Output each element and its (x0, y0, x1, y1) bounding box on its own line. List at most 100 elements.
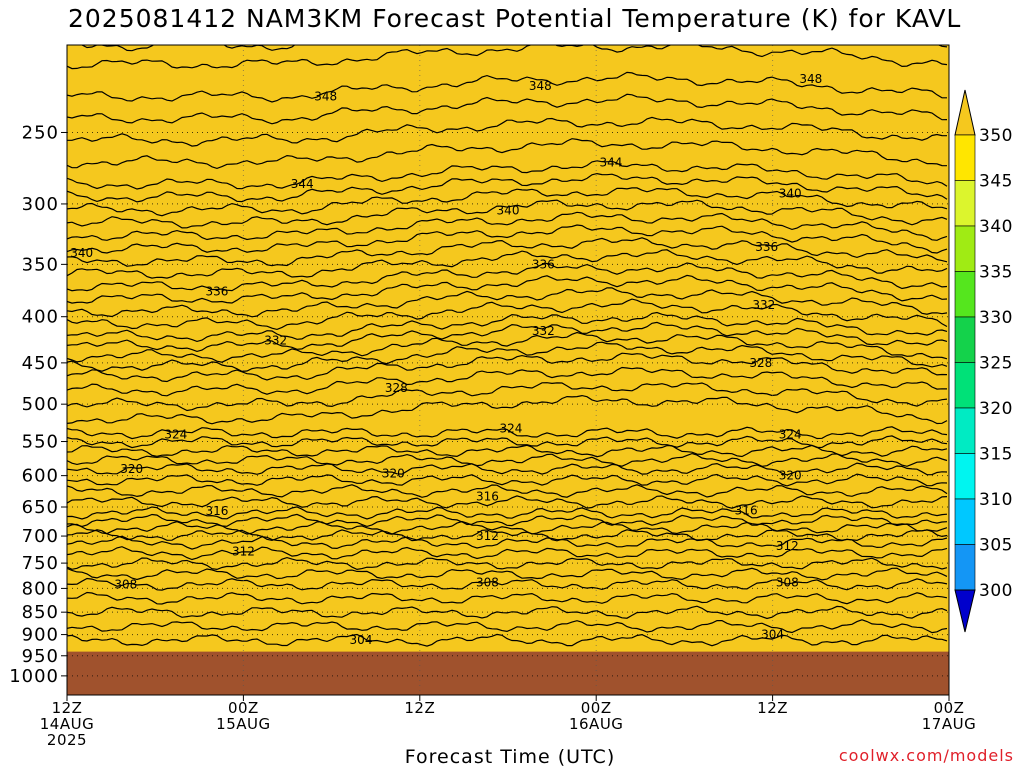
colorbar-label: 335 (979, 263, 1013, 283)
x-tick-label: 16AUG (569, 715, 623, 733)
credit-link[interactable]: coolwx.com/models (838, 746, 1014, 765)
y-tick-label: 800 (22, 578, 59, 599)
colorbar-label: 305 (979, 536, 1013, 556)
contour-label: 308 (114, 577, 137, 591)
contour-line (67, 567, 948, 581)
contour-line (67, 506, 948, 520)
contour-line (67, 311, 948, 343)
contour-line (67, 211, 948, 241)
y-tick-label: 750 (22, 553, 59, 574)
contour-label: 340 (70, 246, 93, 260)
colorbar-top-arrow (954, 89, 976, 136)
grid-lines (67, 45, 949, 695)
colorbar-segment (954, 271, 976, 318)
y-tick-label: 450 (22, 353, 59, 374)
colorbar-label: 310 (979, 490, 1013, 510)
contour-label: 304 (761, 628, 784, 642)
contour-line (67, 495, 948, 509)
contour-lines (67, 45, 948, 647)
colorbar-segment (954, 453, 976, 500)
x-tick-label: 00Z (228, 699, 259, 717)
contour-line (67, 262, 948, 292)
contour-label: 344 (291, 177, 314, 191)
color-band (67, 45, 949, 695)
contour-label: 336 (755, 240, 778, 254)
contour-label: 336 (205, 284, 228, 298)
contour-label: 312 (476, 529, 499, 543)
contour-label: 328 (385, 381, 408, 395)
y-tick-label: 1000 (9, 666, 59, 687)
contour-line (67, 45, 948, 70)
surface-terrain (67, 651, 949, 695)
contour-label: 348 (529, 79, 552, 93)
contour-line (67, 444, 948, 458)
colorbar-segment (954, 362, 976, 409)
y-tick-label: 550 (22, 432, 59, 453)
contour-label: 336 (532, 257, 555, 271)
plot-frame (66, 44, 950, 696)
colorbar-bottom-arrow (954, 589, 976, 633)
contour-label: 308 (776, 575, 799, 589)
contour-line (67, 513, 948, 528)
x-tick-label: 00Z (581, 699, 612, 717)
y-tick-label: 500 (22, 394, 59, 415)
contour-line (67, 331, 948, 363)
contour-line (67, 71, 947, 103)
y-tick-label: 850 (22, 602, 59, 623)
contour-label: 312 (776, 539, 799, 553)
contour-line (67, 605, 948, 620)
plot-area: 304 304 308 308 308 312 312 312 316 316 316 320 320 3… (66, 44, 950, 696)
contour-line (67, 473, 948, 487)
contour-label: 316 (476, 490, 499, 504)
contour-line (67, 224, 948, 254)
y-tick-label: 400 (22, 307, 59, 328)
contour-line (67, 556, 948, 571)
contour-line (67, 591, 948, 605)
x-tick-label: 12Z (404, 699, 435, 717)
colorbar-label: 345 (979, 172, 1013, 192)
contour-line (67, 394, 948, 425)
contour-line (67, 274, 948, 304)
colorbar-label: 300 (979, 581, 1013, 601)
contour-label: 308 (476, 575, 499, 589)
colorbar-segment (954, 134, 976, 181)
x-tick-label: 12Z (757, 699, 788, 717)
contour-line (67, 633, 948, 647)
colorbar-segment (954, 407, 976, 454)
contour-line (67, 435, 948, 449)
contour-label: 312 (232, 544, 255, 558)
colorbar-label: 350 (979, 126, 1013, 146)
contour-line (67, 187, 948, 217)
color-bands (67, 45, 949, 695)
contour-line (67, 298, 948, 331)
x-tick-label: 17AUG (922, 715, 976, 733)
contour-line (67, 382, 948, 412)
contour-label: 332 (752, 298, 775, 312)
contour-line (67, 199, 948, 229)
y-tick-label: 250 (22, 122, 59, 143)
colorbar: 350 345 340 335 330 325 320 315 310 305 300 (954, 89, 1013, 633)
contour-line (67, 366, 948, 397)
colorbar-label: 320 (979, 399, 1013, 419)
colorbar-label: 315 (979, 445, 1013, 465)
contour-labels: 304 304 308 308 308 312 312 312 316 316 316 320 320 3… (70, 72, 822, 647)
contour-line (67, 138, 948, 170)
contour-line (67, 116, 948, 147)
warm-patch (180, 45, 760, 67)
contour-label: 340 (497, 203, 520, 217)
x-axis-label: Forecast Time (UTC) (404, 746, 616, 768)
contour-label: 324 (779, 427, 802, 441)
colorbar-label: 325 (979, 354, 1013, 374)
colorbar-segment (954, 498, 976, 545)
x-tick-label: 14AUG (40, 715, 94, 733)
colorbar-segment (954, 544, 976, 591)
contour-label: 348 (799, 72, 822, 86)
contour-line (67, 484, 948, 498)
chart-title: 2025081412 NAM3KM Forecast Potential Tem… (68, 4, 962, 33)
contour-line (67, 529, 948, 542)
contour-label: 324 (499, 421, 522, 435)
contour-line (67, 452, 948, 467)
contour-label: 332 (264, 333, 287, 347)
